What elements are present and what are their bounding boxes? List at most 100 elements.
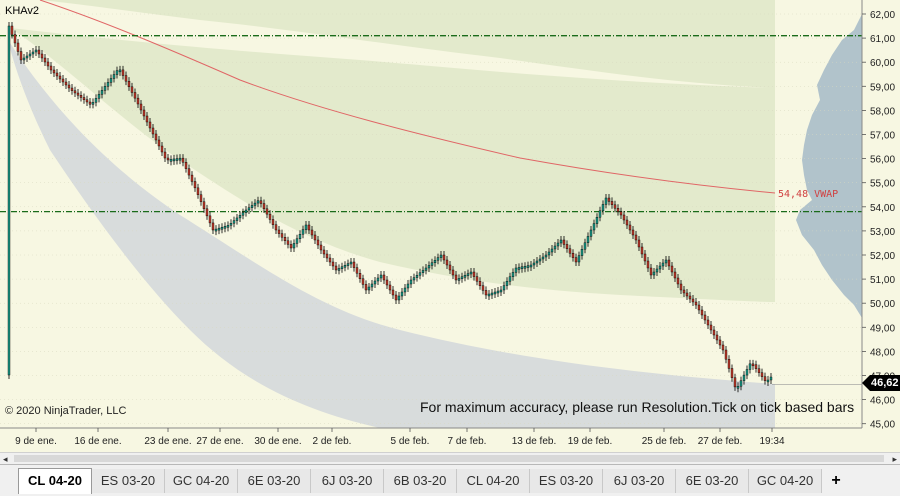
time-tick-label: 23 de ene. (144, 436, 191, 447)
up-candle (220, 226, 224, 230)
add-tab-button[interactable]: + (831, 472, 841, 489)
down-candle (52, 69, 56, 74)
up-candle (499, 289, 503, 293)
tab-6e-03-20-2[interactable]: 6E 03-20 (676, 469, 749, 493)
up-candle (241, 212, 245, 216)
down-candle (700, 309, 704, 316)
tab-es-03-20[interactable]: ES 03-20 (92, 469, 165, 493)
vwap-label: 54,48 VWAP (778, 189, 838, 200)
down-candle (730, 368, 734, 378)
down-candle (568, 248, 572, 254)
down-candle (259, 200, 263, 204)
tab-cl-04-20[interactable]: CL 04-20 (18, 468, 92, 494)
up-candle (97, 94, 101, 99)
time-tick-label: 30 de ene. (254, 436, 301, 447)
up-candle (658, 265, 662, 270)
up-candle (463, 275, 467, 278)
chart-panel[interactable]: 54,48 VWAP 62,00 61,00 60,00 59,00 58,00 57,00… (0, 0, 900, 452)
down-candle (622, 214, 626, 221)
up-candle (523, 266, 527, 269)
up-candle (505, 281, 509, 286)
down-candle (88, 101, 92, 105)
down-candle (43, 57, 47, 63)
down-candle (667, 259, 671, 267)
up-candle (529, 264, 533, 268)
up-candle (547, 251, 551, 256)
up-candle (403, 287, 407, 293)
down-candle (445, 259, 449, 266)
up-candle (526, 265, 530, 268)
up-candle (169, 159, 173, 162)
up-candle (100, 90, 104, 95)
price-tick-label: 60,00 (870, 58, 895, 69)
horizontal-scrollbar[interactable]: ◂ ▸ (0, 452, 900, 464)
down-candle (193, 181, 197, 189)
price-tick-label: 62,00 (870, 10, 895, 21)
time-tick-label: 16 de ene. (74, 436, 121, 447)
down-candle (37, 49, 41, 55)
up-candle (298, 233, 302, 239)
down-candle (82, 97, 86, 100)
down-candle (316, 239, 320, 246)
down-candle (628, 224, 632, 231)
down-candle (55, 72, 59, 77)
down-candle (571, 252, 575, 258)
time-tick-label: 13 de feb. (512, 436, 556, 447)
tab-6b-03-20[interactable]: 6B 03-20 (384, 469, 457, 493)
up-candle (466, 273, 470, 276)
price-tick-label: 58,00 (870, 106, 895, 117)
tab-6e-03-20[interactable]: 6E 03-20 (238, 469, 311, 493)
tab-es-03-20-2[interactable]: ES 03-20 (530, 469, 603, 493)
price-tick-label: 51,00 (870, 275, 895, 286)
down-candle (616, 207, 620, 212)
down-candle (442, 254, 446, 261)
up-candle (349, 261, 353, 265)
down-candle (73, 90, 77, 94)
down-candle (160, 145, 164, 153)
up-candle (502, 285, 506, 291)
tab-6j-03-20-2[interactable]: 6J 03-20 (603, 469, 676, 493)
scroll-thumb[interactable] (14, 455, 884, 462)
up-candle (535, 260, 539, 264)
up-candle (514, 267, 518, 273)
up-candle (661, 262, 665, 267)
down-candle (187, 168, 191, 176)
up-candle (103, 86, 107, 91)
price-tick-label: 53,00 (870, 227, 895, 238)
tab-6j-03-20[interactable]: 6J 03-20 (311, 469, 384, 493)
scroll-right-icon[interactable]: ▸ (892, 454, 897, 464)
tab-gc-04-20-2[interactable]: GC 04-20 (749, 469, 822, 493)
up-candle (106, 82, 110, 87)
down-candle (757, 368, 761, 373)
down-candle (481, 285, 485, 291)
up-candle (217, 227, 221, 231)
time-tick-label: 7 de feb. (448, 436, 487, 447)
up-candle (739, 380, 743, 387)
price-chart[interactable]: 54,48 VWAP 62,00 61,00 60,00 59,00 58,00 57,00… (0, 0, 900, 452)
down-candle (724, 349, 728, 360)
up-candle (664, 259, 668, 264)
up-candle (427, 265, 431, 269)
up-candle (301, 229, 305, 235)
up-candle (766, 379, 770, 383)
tab-gc-04-20[interactable]: GC 04-20 (165, 469, 238, 493)
tab-cl-04-20-2[interactable]: CL 04-20 (457, 469, 530, 493)
down-candle (286, 240, 290, 245)
down-candle (277, 229, 281, 234)
down-candle (391, 289, 395, 296)
price-tick-label: 55,00 (870, 179, 895, 190)
down-candle (211, 222, 215, 231)
up-candle (250, 205, 254, 208)
scroll-left-icon[interactable]: ◂ (3, 454, 8, 464)
up-candle (25, 55, 29, 59)
down-candle (643, 253, 647, 262)
up-candle (34, 49, 38, 53)
up-candle (496, 290, 500, 294)
down-candle (454, 274, 458, 281)
up-candle (340, 266, 344, 269)
last-price-tag: 46,62 (862, 375, 900, 391)
up-candle (517, 267, 521, 270)
up-candle (172, 158, 176, 162)
up-candle (550, 248, 554, 253)
up-candle (409, 279, 413, 285)
